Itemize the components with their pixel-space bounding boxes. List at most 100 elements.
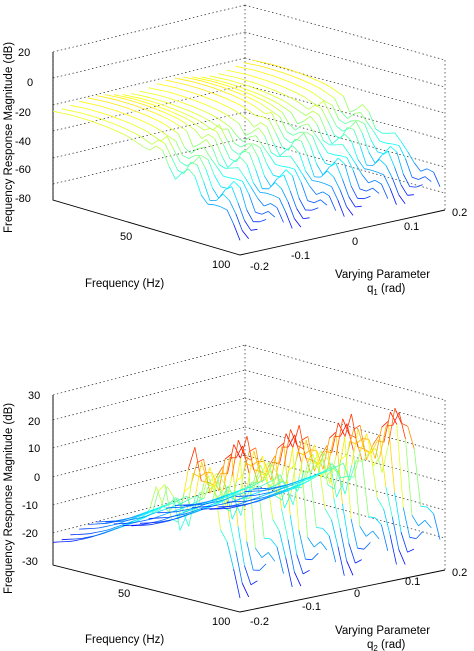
surface-mesh-line bbox=[267, 479, 274, 484]
surface-mesh-line bbox=[223, 175, 230, 179]
surface-mesh-line bbox=[270, 203, 278, 208]
surface-mesh-line bbox=[259, 77, 266, 81]
surface-mesh-line bbox=[293, 106, 301, 112]
surface-mesh-line bbox=[340, 476, 348, 479]
y-tick-label: -0.2 bbox=[250, 616, 269, 628]
z-axis-label: Frequency Response Magnitude (dB) bbox=[3, 403, 15, 594]
surface-mesh-line bbox=[250, 187, 259, 199]
surface-mesh-line bbox=[221, 103, 229, 108]
x-axis-label: Frequency (Hz) bbox=[85, 278, 164, 290]
surface-mesh-line bbox=[177, 133, 185, 148]
surface-mesh-line bbox=[322, 166, 330, 176]
surface-mesh-line bbox=[261, 492, 268, 495]
surface-mesh-line bbox=[221, 495, 229, 499]
surface-mesh-line bbox=[241, 93, 249, 98]
surface-mesh-line bbox=[284, 487, 292, 491]
surface-mesh-line bbox=[137, 94, 145, 97]
surface-mesh-line bbox=[268, 119, 277, 133]
surface-mesh-line bbox=[265, 62, 273, 65]
surface-mesh-line bbox=[251, 104, 259, 110]
surface-mesh-line bbox=[278, 489, 286, 493]
surface-mesh-line bbox=[262, 461, 270, 471]
surface-mesh-line bbox=[176, 510, 184, 513]
surface-mesh-line bbox=[331, 467, 339, 474]
surface-mesh-line bbox=[219, 495, 227, 499]
z-axis-label: Frequency Response Magnitude (dB) bbox=[3, 42, 15, 233]
surface-mesh-line bbox=[269, 494, 277, 498]
surface-mesh-line bbox=[229, 158, 237, 163]
surface-mesh-line bbox=[166, 486, 174, 498]
surface-mesh-line bbox=[202, 95, 210, 99]
surface-mesh-line bbox=[266, 126, 274, 143]
surface-mesh-line bbox=[172, 81, 179, 84]
surface-mesh-line bbox=[368, 448, 376, 454]
surface-mesh-line bbox=[271, 82, 279, 86]
surface-mesh-line bbox=[327, 152, 335, 156]
surface-mesh-line bbox=[184, 103, 192, 107]
surface-mesh-line bbox=[246, 164, 254, 184]
surface-mesh-line bbox=[93, 534, 101, 537]
surface-mesh-line bbox=[400, 531, 408, 553]
surface-mesh-line bbox=[292, 131, 300, 136]
surface-mesh-line bbox=[409, 186, 417, 188]
surface-mesh-line bbox=[433, 172, 441, 187]
surface-mesh-line bbox=[299, 479, 307, 483]
variable-unit: (rad) bbox=[378, 639, 406, 651]
surface-mesh-line bbox=[246, 209, 254, 222]
surface-mesh-line bbox=[249, 447, 256, 452]
surface-mesh-line bbox=[405, 158, 413, 178]
surface-mesh-line bbox=[327, 120, 335, 136]
axes-q1 bbox=[52, 52, 446, 256]
surface-mesh-line bbox=[154, 102, 162, 105]
surface-mesh-line bbox=[260, 122, 268, 128]
surface-mesh-line bbox=[171, 111, 179, 116]
surface-mesh-line bbox=[195, 130, 203, 139]
surface-mesh-line bbox=[231, 440, 239, 477]
surface-mesh-line bbox=[247, 96, 255, 101]
surface-mesh-line bbox=[211, 80, 219, 84]
surface-mesh-line bbox=[394, 407, 402, 424]
surface-mesh-line bbox=[115, 99, 123, 103]
surface-mesh-line bbox=[91, 120, 99, 124]
surface-mesh-line bbox=[141, 98, 149, 101]
surface-mesh-line bbox=[215, 76, 223, 80]
surface-mesh-line bbox=[309, 144, 317, 165]
surface-mesh-line bbox=[305, 454, 314, 478]
surface-mesh-line bbox=[204, 111, 212, 115]
y-axis-label-variable: q1 (rad) bbox=[367, 283, 406, 297]
surface-mesh-line bbox=[390, 411, 398, 425]
surface-mesh-line bbox=[311, 552, 319, 560]
surface-mesh-line bbox=[182, 499, 190, 504]
surface-mesh-line bbox=[301, 123, 309, 126]
surface-mesh-line bbox=[176, 87, 184, 91]
surface-mesh-line bbox=[361, 459, 369, 517]
surface-mesh-line bbox=[244, 144, 252, 152]
surface-mesh-line bbox=[223, 144, 231, 159]
y-tick-label: -0.1 bbox=[291, 250, 310, 262]
surface-mesh-line bbox=[257, 65, 264, 68]
surface-mesh-line bbox=[158, 120, 166, 125]
surface-mesh-line bbox=[174, 77, 182, 80]
surface-mesh-line bbox=[284, 137, 292, 144]
surface-mesh-line bbox=[186, 131, 194, 148]
surface-mesh-line bbox=[418, 519, 426, 527]
surface-mesh-line bbox=[253, 182, 261, 193]
surface-mesh-line bbox=[237, 497, 244, 501]
surface-mesh-line bbox=[167, 106, 175, 110]
surface-mesh-line bbox=[269, 88, 277, 92]
z-tick-label: -40 bbox=[15, 136, 31, 148]
surface-mesh-line bbox=[291, 485, 298, 489]
surface-mesh-line bbox=[72, 115, 79, 118]
surface-mesh-line bbox=[339, 528, 347, 561]
surface-mesh-line bbox=[104, 529, 112, 533]
surface-mesh-line bbox=[246, 74, 253, 77]
surface-mesh-line bbox=[182, 121, 190, 127]
surface-mesh-line bbox=[68, 109, 75, 112]
surface-mesh-line bbox=[189, 91, 197, 95]
surface-mesh-line bbox=[374, 427, 383, 459]
surface-mesh-line bbox=[133, 98, 140, 102]
surface-mesh-line bbox=[292, 424, 300, 448]
surface-mesh-line bbox=[204, 79, 212, 82]
surface-mesh-line bbox=[250, 81, 258, 85]
surface-mesh-line bbox=[241, 83, 249, 87]
